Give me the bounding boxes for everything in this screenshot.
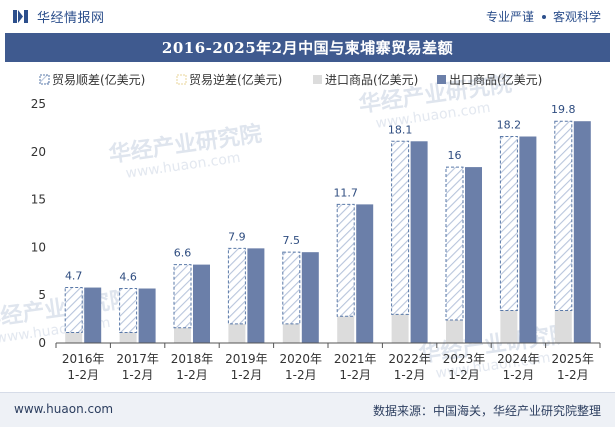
tagline-right: 客观科学 bbox=[552, 10, 601, 24]
import-bar bbox=[446, 320, 463, 343]
x-tick-label: 2025年 bbox=[552, 352, 595, 366]
surplus-bar bbox=[554, 120, 573, 311]
huajing-logo-icon bbox=[13, 10, 28, 23]
surplus-value-label: 6.6 bbox=[174, 247, 192, 260]
surplus-value-label: 18.1 bbox=[388, 123, 413, 136]
bar-layer: 4.7 4.6 6.6 7.9 7.5 11.7 18.1 16 18.2 19.8 bbox=[64, 103, 591, 343]
surplus-bar bbox=[64, 287, 83, 333]
y-tick-label: 25 bbox=[31, 97, 46, 111]
chart-title: 2016-2025年2月中国与柬埔寨贸易差额 bbox=[161, 39, 454, 57]
import-bar bbox=[228, 323, 246, 343]
surplus-value-label: 11.7 bbox=[333, 186, 358, 199]
tagline-left: 专业严谨 bbox=[485, 10, 534, 24]
tagline-dot-icon bbox=[541, 14, 546, 19]
x-tick-label: 2021年 bbox=[334, 352, 377, 366]
x-tick-label: 1-2月 bbox=[339, 368, 371, 382]
import-bar bbox=[174, 327, 191, 343]
x-tick-label: 1-2月 bbox=[67, 368, 99, 382]
legend-label: 贸易逆差(亿美元) bbox=[189, 72, 282, 87]
x-tick-label: 2024年 bbox=[497, 352, 540, 366]
x-tick-label: 1-2月 bbox=[122, 368, 154, 382]
footer-url: www.huaon.com bbox=[14, 402, 114, 416]
x-tick-label: 2023年 bbox=[443, 352, 486, 366]
top-bar: 华经情报网 专业严谨 客观科学 bbox=[0, 0, 615, 32]
x-tick-label: 1-2月 bbox=[176, 368, 208, 382]
x-tick-label: 1-2月 bbox=[448, 368, 480, 382]
x-tick-label: 2022年 bbox=[388, 352, 431, 366]
brand-name: 华经情报网 bbox=[37, 11, 105, 26]
x-tick-label: 1-2月 bbox=[394, 368, 426, 382]
legend-swatch bbox=[313, 75, 322, 84]
surplus-bar bbox=[391, 140, 410, 315]
y-tick-label: 0 bbox=[38, 336, 46, 350]
export-bar bbox=[356, 204, 374, 343]
footer-source: 数据来源：中国海关，华经产业研究院整理 bbox=[372, 404, 601, 418]
legend-label: 贸易顺差(亿美元) bbox=[52, 72, 145, 87]
x-tick-label: 2017年 bbox=[116, 352, 159, 366]
surplus-value-label: 4.7 bbox=[65, 270, 83, 283]
tagline: 专业严谨 客观科学 bbox=[486, 8, 601, 25]
y-tick-label: 5 bbox=[38, 288, 46, 302]
surplus-value-label: 4.6 bbox=[119, 271, 137, 284]
surplus-bar bbox=[119, 288, 138, 333]
legend-label: 出口商品(亿美元) bbox=[449, 72, 542, 87]
x-tick-label: 1-2月 bbox=[231, 368, 263, 382]
x-tick-label: 2020年 bbox=[280, 352, 323, 366]
surplus-bar bbox=[282, 251, 301, 325]
export-bar bbox=[138, 288, 156, 343]
export-bar bbox=[193, 264, 210, 343]
x-tick-label: 1-2月 bbox=[285, 368, 317, 382]
export-bar bbox=[519, 136, 537, 343]
x-tick-label: 2016年 bbox=[62, 352, 105, 366]
surplus-bar bbox=[227, 247, 246, 325]
chart-title-bar: 2016-2025年2月中国与柬埔寨贸易差额 bbox=[5, 33, 610, 62]
import-bar bbox=[500, 310, 518, 343]
x-tick-label: 2018年 bbox=[171, 352, 214, 366]
surplus-bar bbox=[445, 166, 464, 321]
surplus-value-label: 7.9 bbox=[228, 230, 246, 243]
export-bar bbox=[247, 248, 265, 343]
legend-swatch bbox=[176, 74, 187, 85]
trade-balance-chart: 华经产业研究院www.huaon.com华经产业研究院www.huaon.com… bbox=[0, 71, 601, 382]
x-axis: 2016年 1-2月 2017年 1-2月 2018年 1-2月 2019年 1-2月 2020… bbox=[55, 342, 601, 382]
export-bar bbox=[573, 121, 591, 343]
import-bar bbox=[337, 316, 355, 343]
y-tick-label: 20 bbox=[31, 145, 46, 159]
surplus-value-label: 16 bbox=[448, 149, 462, 162]
surplus-bar bbox=[336, 203, 355, 317]
legend-swatch bbox=[437, 75, 446, 84]
surplus-bar bbox=[499, 136, 518, 311]
y-tick-label: 10 bbox=[31, 240, 46, 254]
legend-label: 进口商品(亿美元) bbox=[325, 72, 418, 87]
import-bar bbox=[119, 332, 137, 343]
import-bar bbox=[554, 310, 572, 343]
chart-legend: 贸易顺差(亿美元) 贸易逆差(亿美元) 进口商品(亿美元) 出口商品(亿美元) bbox=[39, 72, 542, 87]
y-axis: 0 5 10 15 20 25 bbox=[31, 97, 46, 350]
surplus-value-label: 19.8 bbox=[551, 103, 576, 116]
y-tick-label: 15 bbox=[31, 193, 46, 207]
surplus-value-label: 7.5 bbox=[283, 234, 301, 247]
export-bar bbox=[410, 141, 428, 343]
x-tick-label: 2019年 bbox=[225, 352, 268, 366]
surplus-bar bbox=[173, 264, 192, 329]
export-bar bbox=[84, 287, 102, 343]
x-tick-label: 1-2月 bbox=[503, 368, 535, 382]
legend-swatch bbox=[39, 74, 50, 85]
import-bar bbox=[391, 314, 409, 343]
import-bar bbox=[65, 332, 83, 343]
export-bar bbox=[301, 252, 319, 343]
surplus-value-label: 18.2 bbox=[497, 119, 522, 132]
export-bar bbox=[465, 167, 482, 343]
import-bar bbox=[282, 323, 300, 343]
x-tick-label: 1-2月 bbox=[557, 368, 589, 382]
brand: 华经情报网 bbox=[12, 7, 105, 26]
footer: www.huaon.com 数据来源：中国海关，华经产业研究院整理 bbox=[0, 392, 615, 427]
